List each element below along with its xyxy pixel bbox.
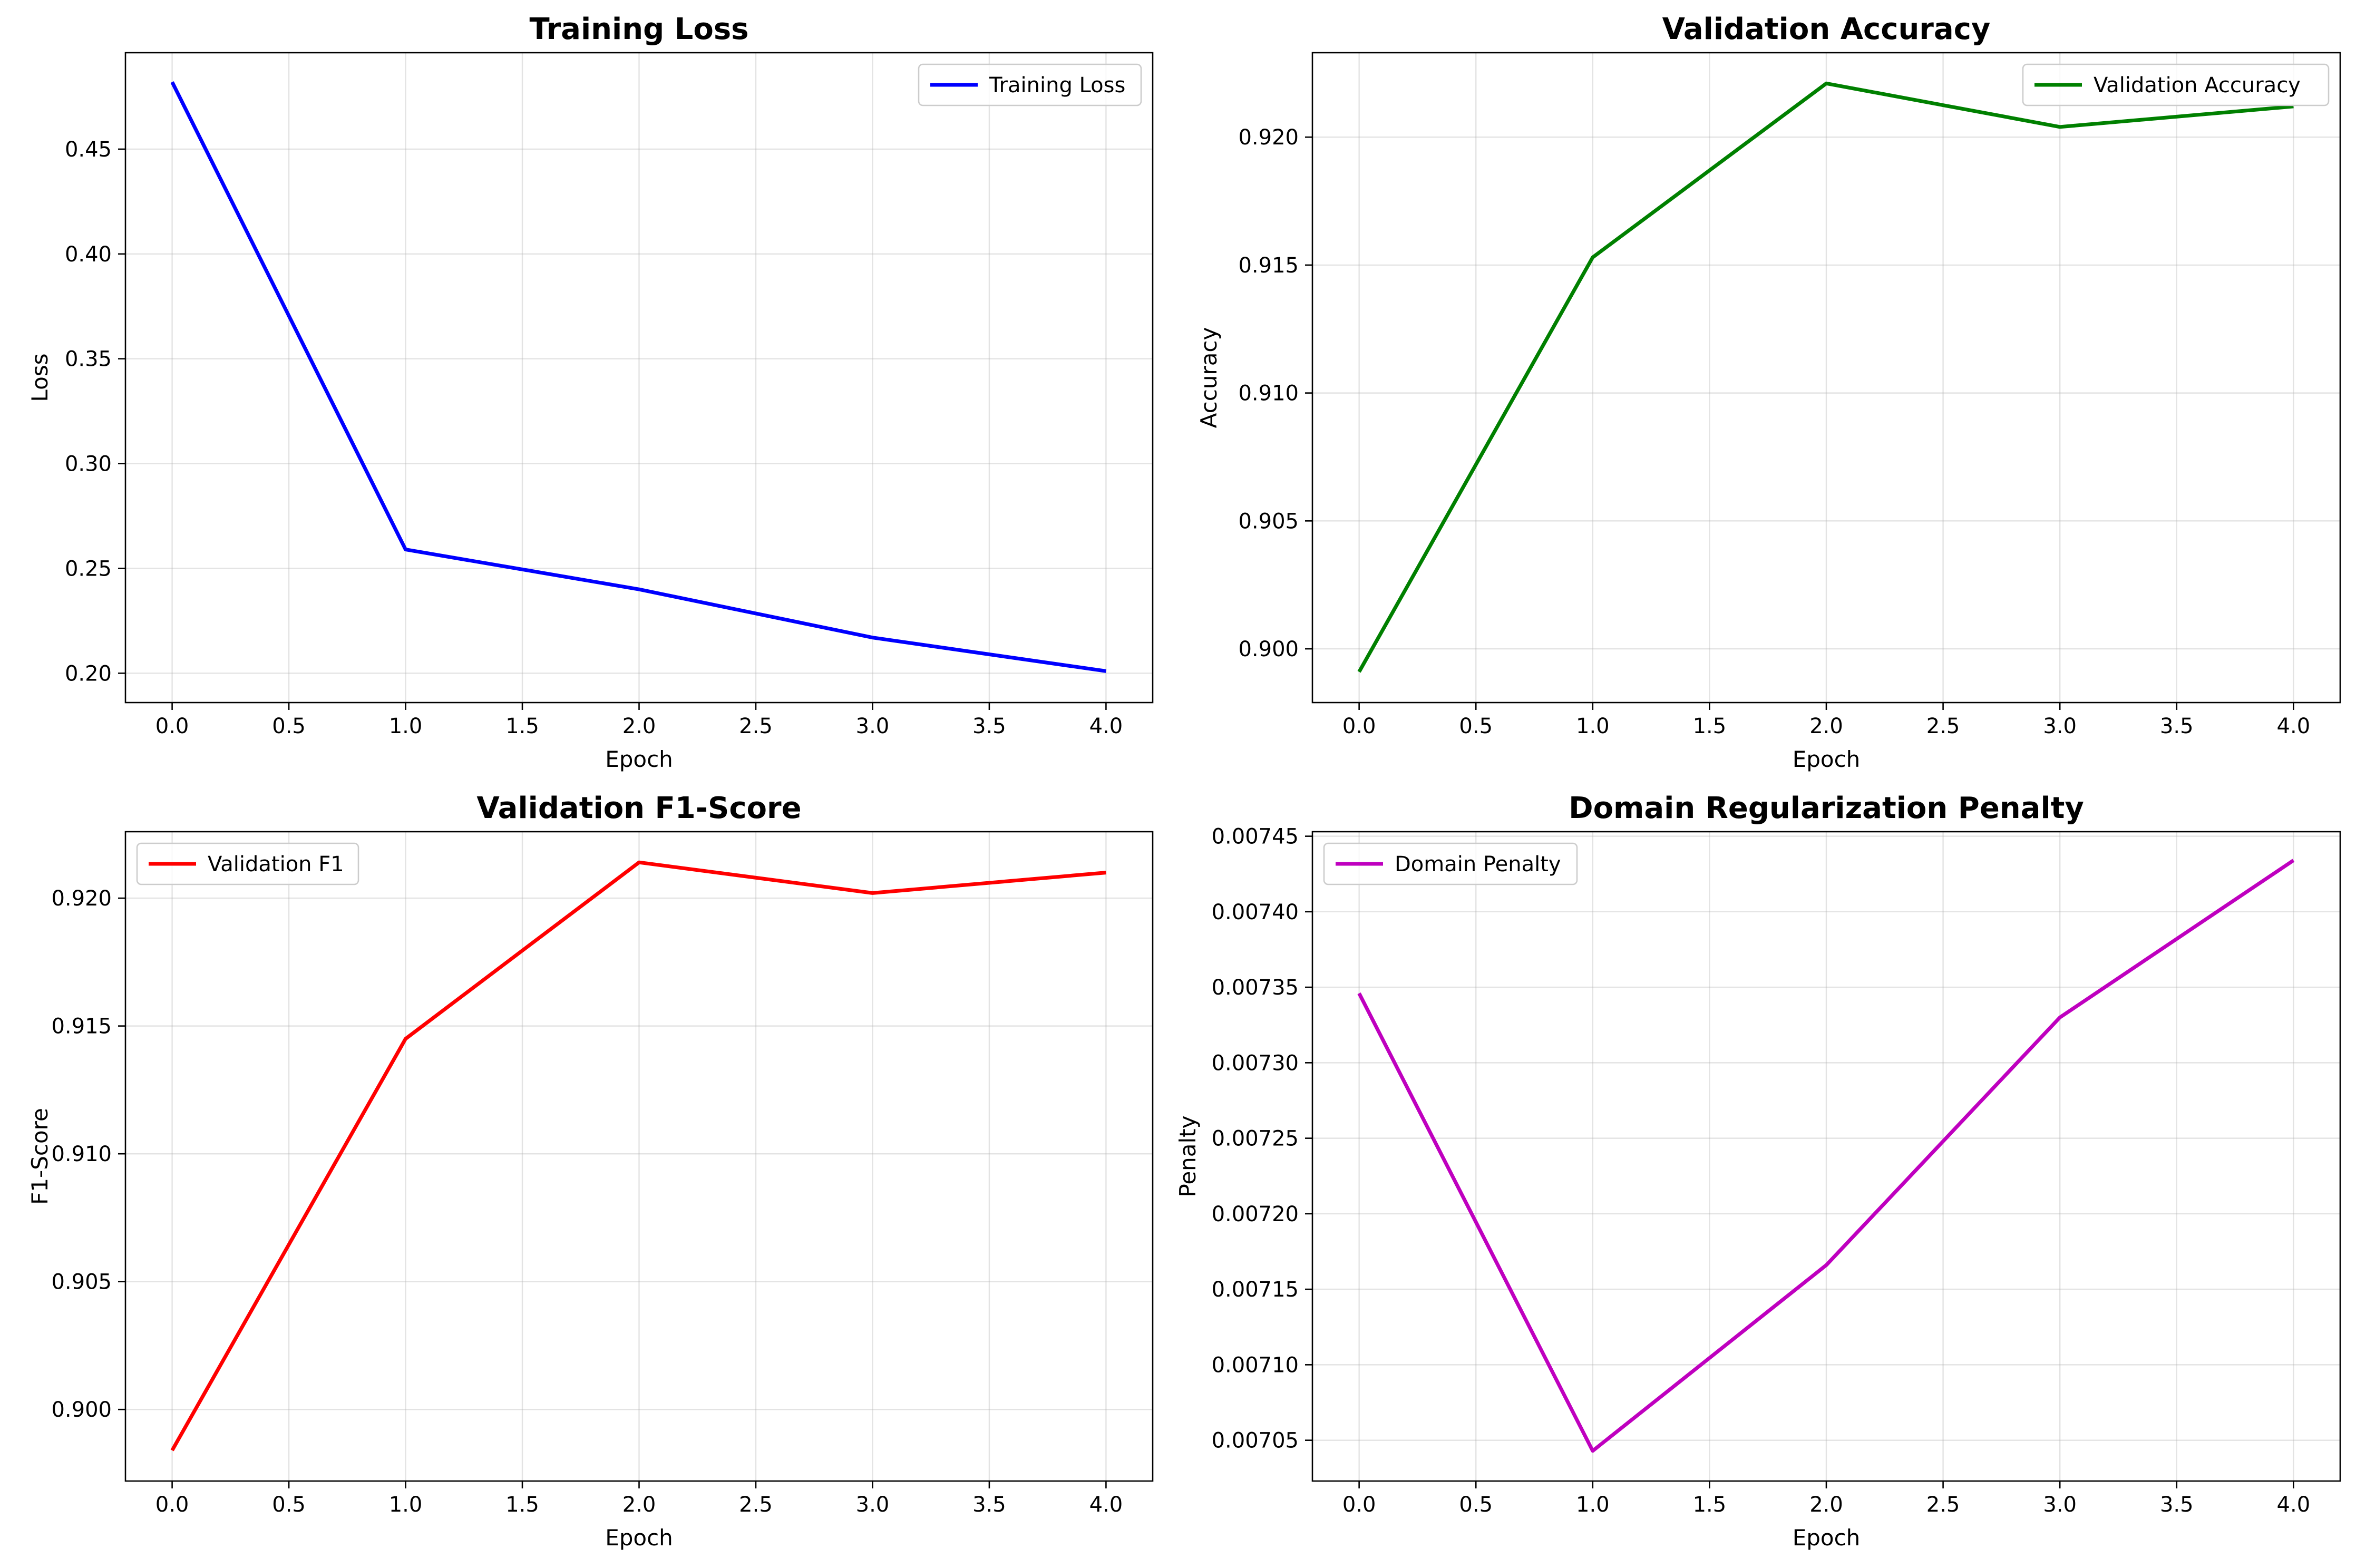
x-tick-label: 3.5 [2160, 1493, 2194, 1517]
x-tick-label: 2.5 [739, 1493, 773, 1517]
chart-panel-4: 0.0 0.5 1.0 1.5 2.0 2.5 3.0 3.5 4.0 0.00705 0.0071… [1175, 791, 2340, 1551]
y-tick-label: 0.920 [1238, 125, 1299, 150]
legend: Validation F1 [137, 843, 358, 884]
chart-title: Training Loss [530, 12, 749, 46]
y-tick-label: 0.900 [1238, 637, 1299, 661]
x-tick-label: 2.0 [622, 714, 656, 738]
x-tick-label: 2.0 [622, 1493, 656, 1517]
x-tick-label: 3.5 [972, 1493, 1006, 1517]
y-axis-label: Loss [27, 353, 53, 402]
y-tick-label: 0.30 [65, 452, 112, 476]
legend-entry: Training Loss [989, 73, 1125, 98]
chart-panel-3: 0.0 0.5 1.0 1.5 2.0 2.5 3.0 3.5 4.0 0.900 0.905 0.9… [27, 791, 1153, 1551]
x-tick-label: 4.0 [2277, 1493, 2311, 1517]
y-tick-label: 0.00725 [1212, 1127, 1299, 1151]
x-tick-label: 4.0 [2277, 714, 2311, 738]
y-tick-label: 0.920 [51, 887, 112, 911]
x-tick-label: 2.5 [1926, 1493, 1960, 1517]
legend: Training Loss [919, 64, 1141, 105]
x-axis-label: Epoch [1793, 1525, 1861, 1551]
y-tick-label: 0.00745 [1212, 825, 1299, 849]
y-tick-label: 0.35 [65, 347, 112, 372]
y-tick-label: 0.915 [1238, 254, 1299, 278]
y-tick-label: 0.00705 [1212, 1429, 1299, 1453]
legend-entry: Validation Accuracy [2094, 73, 2301, 98]
y-tick-label: 0.00735 [1212, 976, 1299, 1000]
legend: Domain Penalty [1324, 843, 1577, 884]
x-tick-label: 3.0 [2043, 1493, 2077, 1517]
chart-title: Domain Regularization Penalty [1569, 791, 2084, 825]
x-tick-label: 1.0 [389, 714, 423, 738]
x-tick-label: 3.5 [2160, 714, 2194, 738]
y-axis-label: F1-Score [27, 1108, 53, 1205]
x-tick-label: 0.5 [272, 1493, 306, 1517]
x-tick-label: 0.0 [155, 1493, 189, 1517]
x-tick-label: 1.0 [389, 1493, 423, 1517]
x-axis-label: Epoch [1793, 746, 1861, 772]
y-tick-label: 0.900 [51, 1398, 112, 1422]
y-tick-label: 0.20 [65, 661, 112, 686]
y-tick-label: 0.905 [51, 1270, 112, 1294]
x-tick-label: 0.0 [155, 714, 189, 738]
x-tick-label: 3.0 [856, 714, 890, 738]
y-tick-label: 0.45 [65, 138, 112, 162]
y-tick-label: 0.00730 [1212, 1051, 1299, 1075]
chart-panel-1: 0.0 0.5 1.0 1.5 2.0 2.5 3.0 3.5 4.0 0.20 0.25 0.30 0… [27, 12, 1153, 772]
y-tick-label: 0.00715 [1212, 1278, 1299, 1302]
legend-entry: Validation F1 [208, 852, 344, 876]
y-tick-label: 0.00740 [1212, 900, 1299, 924]
y-tick-label: 0.00720 [1212, 1202, 1299, 1226]
x-tick-label: 1.5 [505, 714, 539, 738]
legend-entry: Domain Penalty [1395, 852, 1561, 876]
x-tick-label: 1.0 [1576, 1493, 1610, 1517]
x-tick-label: 3.5 [972, 714, 1006, 738]
chart-title: Validation Accuracy [1662, 12, 1991, 46]
y-tick-label: 0.905 [1238, 509, 1299, 533]
x-axis-label: Epoch [605, 1525, 673, 1551]
x-tick-label: 1.0 [1576, 714, 1610, 738]
y-tick-label: 0.915 [51, 1015, 112, 1039]
x-tick-label: 3.0 [2043, 714, 2077, 738]
x-tick-label: 0.0 [1342, 1493, 1376, 1517]
x-tick-label: 2.5 [739, 714, 773, 738]
y-axis-label: Penalty [1175, 1115, 1201, 1197]
x-tick-label: 3.0 [856, 1493, 890, 1517]
y-axis-label: Accuracy [1196, 327, 1222, 428]
x-tick-label: 2.0 [1809, 1493, 1843, 1517]
x-tick-label: 1.5 [1693, 714, 1727, 738]
x-tick-label: 1.5 [505, 1493, 539, 1517]
legend: Validation Accuracy [2023, 64, 2329, 105]
y-tick-label: 0.25 [65, 557, 112, 581]
x-axis-label: Epoch [605, 746, 673, 772]
x-tick-label: 1.5 [1693, 1493, 1727, 1517]
x-tick-label: 2.0 [1809, 714, 1843, 738]
x-tick-label: 2.5 [1926, 714, 1960, 738]
x-tick-label: 0.5 [1459, 714, 1493, 738]
y-tick-label: 0.910 [1238, 382, 1299, 406]
chart-title: Validation F1-Score [476, 791, 801, 825]
x-tick-label: 0.5 [272, 714, 306, 738]
x-tick-label: 4.0 [1089, 714, 1123, 738]
y-tick-label: 0.910 [51, 1142, 112, 1166]
chart-panel-2: 0.0 0.5 1.0 1.5 2.0 2.5 3.0 3.5 4.0 0.900 0.905 0.9… [1196, 12, 2340, 772]
x-tick-label: 0.5 [1459, 1493, 1493, 1517]
x-tick-label: 4.0 [1089, 1493, 1123, 1517]
y-tick-label: 0.40 [65, 242, 112, 267]
y-tick-label: 0.00710 [1212, 1353, 1299, 1377]
x-tick-label: 0.0 [1342, 714, 1376, 738]
